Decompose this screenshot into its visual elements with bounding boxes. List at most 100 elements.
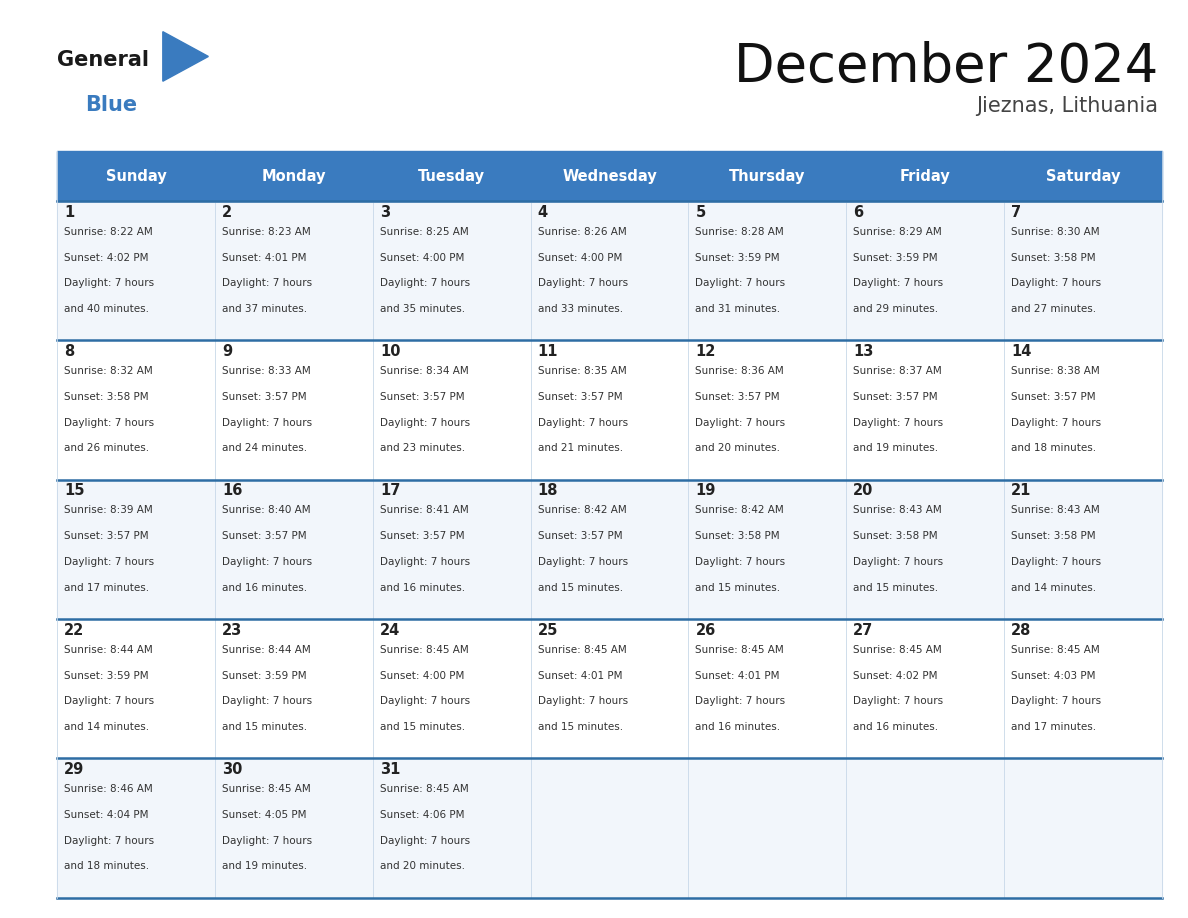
Text: Sunrise: 8:45 AM: Sunrise: 8:45 AM xyxy=(1011,644,1100,655)
Text: Sunrise: 8:43 AM: Sunrise: 8:43 AM xyxy=(853,506,942,515)
Text: Sunset: 4:02 PM: Sunset: 4:02 PM xyxy=(853,670,937,680)
Text: Daylight: 7 hours: Daylight: 7 hours xyxy=(380,278,470,288)
Text: Daylight: 7 hours: Daylight: 7 hours xyxy=(64,557,154,567)
Text: Sunrise: 8:32 AM: Sunrise: 8:32 AM xyxy=(64,366,153,376)
Text: Sunset: 3:57 PM: Sunset: 3:57 PM xyxy=(538,392,623,402)
Text: Daylight: 7 hours: Daylight: 7 hours xyxy=(853,418,943,428)
Text: Sunset: 3:58 PM: Sunset: 3:58 PM xyxy=(1011,532,1095,542)
Text: Wednesday: Wednesday xyxy=(562,169,657,184)
Text: and 26 minutes.: and 26 minutes. xyxy=(64,443,150,453)
Text: 21: 21 xyxy=(1011,484,1031,498)
Text: Daylight: 7 hours: Daylight: 7 hours xyxy=(695,278,785,288)
Text: Sunset: 3:58 PM: Sunset: 3:58 PM xyxy=(1011,252,1095,263)
Text: Sunset: 3:59 PM: Sunset: 3:59 PM xyxy=(222,670,307,680)
Text: 5: 5 xyxy=(695,205,706,219)
Text: 6: 6 xyxy=(853,205,864,219)
Polygon shape xyxy=(163,31,208,82)
Text: Sunset: 4:01 PM: Sunset: 4:01 PM xyxy=(222,252,307,263)
Text: Sunrise: 8:45 AM: Sunrise: 8:45 AM xyxy=(695,644,784,655)
Text: Daylight: 7 hours: Daylight: 7 hours xyxy=(538,557,627,567)
Text: Daylight: 7 hours: Daylight: 7 hours xyxy=(538,697,627,706)
Text: Saturday: Saturday xyxy=(1045,169,1120,184)
Text: and 18 minutes.: and 18 minutes. xyxy=(64,861,150,871)
Text: Daylight: 7 hours: Daylight: 7 hours xyxy=(853,697,943,706)
Text: and 19 minutes.: and 19 minutes. xyxy=(853,443,939,453)
Text: Daylight: 7 hours: Daylight: 7 hours xyxy=(1011,697,1101,706)
Text: and 15 minutes.: and 15 minutes. xyxy=(695,583,781,593)
Text: Daylight: 7 hours: Daylight: 7 hours xyxy=(538,418,627,428)
Text: 23: 23 xyxy=(222,622,242,638)
Text: and 15 minutes.: and 15 minutes. xyxy=(853,583,939,593)
Text: 4: 4 xyxy=(538,205,548,219)
Text: 20: 20 xyxy=(853,484,873,498)
Text: and 15 minutes.: and 15 minutes. xyxy=(538,722,623,733)
Text: Daylight: 7 hours: Daylight: 7 hours xyxy=(222,278,312,288)
Text: and 21 minutes.: and 21 minutes. xyxy=(538,443,623,453)
Text: and 20 minutes.: and 20 minutes. xyxy=(380,861,465,871)
Text: 13: 13 xyxy=(853,344,873,359)
Text: Sunrise: 8:42 AM: Sunrise: 8:42 AM xyxy=(538,506,626,515)
Text: Friday: Friday xyxy=(899,169,950,184)
Text: Sunset: 3:59 PM: Sunset: 3:59 PM xyxy=(695,252,781,263)
Text: and 23 minutes.: and 23 minutes. xyxy=(380,443,465,453)
Text: and 35 minutes.: and 35 minutes. xyxy=(380,304,465,314)
Text: 26: 26 xyxy=(695,622,715,638)
Text: and 15 minutes.: and 15 minutes. xyxy=(222,722,308,733)
Text: Sunrise: 8:38 AM: Sunrise: 8:38 AM xyxy=(1011,366,1100,376)
Text: Sunset: 3:57 PM: Sunset: 3:57 PM xyxy=(380,392,465,402)
Text: 18: 18 xyxy=(538,484,558,498)
Text: Sunset: 3:58 PM: Sunset: 3:58 PM xyxy=(853,532,939,542)
Text: Daylight: 7 hours: Daylight: 7 hours xyxy=(853,557,943,567)
Text: Sunset: 3:57 PM: Sunset: 3:57 PM xyxy=(538,532,623,542)
Text: Sunrise: 8:34 AM: Sunrise: 8:34 AM xyxy=(380,366,468,376)
Text: Sunset: 4:01 PM: Sunset: 4:01 PM xyxy=(695,670,781,680)
Text: Blue: Blue xyxy=(86,95,138,116)
Text: 3: 3 xyxy=(380,205,390,219)
Text: Thursday: Thursday xyxy=(729,169,805,184)
Text: Daylight: 7 hours: Daylight: 7 hours xyxy=(222,835,312,845)
Text: 30: 30 xyxy=(222,762,242,778)
Text: 1: 1 xyxy=(64,205,75,219)
Text: Daylight: 7 hours: Daylight: 7 hours xyxy=(380,418,470,428)
Text: 17: 17 xyxy=(380,484,400,498)
Text: Daylight: 7 hours: Daylight: 7 hours xyxy=(222,697,312,706)
Text: General: General xyxy=(57,50,148,71)
Text: Sunset: 4:00 PM: Sunset: 4:00 PM xyxy=(380,252,465,263)
Text: Daylight: 7 hours: Daylight: 7 hours xyxy=(380,835,470,845)
Text: Sunrise: 8:43 AM: Sunrise: 8:43 AM xyxy=(1011,506,1100,515)
Text: 28: 28 xyxy=(1011,622,1031,638)
Text: December 2024: December 2024 xyxy=(734,41,1158,94)
Text: Sunset: 3:57 PM: Sunset: 3:57 PM xyxy=(1011,392,1095,402)
Text: and 31 minutes.: and 31 minutes. xyxy=(695,304,781,314)
Text: 10: 10 xyxy=(380,344,400,359)
Text: Sunrise: 8:39 AM: Sunrise: 8:39 AM xyxy=(64,506,153,515)
Text: Sunrise: 8:42 AM: Sunrise: 8:42 AM xyxy=(695,506,784,515)
Text: Monday: Monday xyxy=(261,169,326,184)
Text: Sunset: 3:57 PM: Sunset: 3:57 PM xyxy=(380,532,465,542)
Text: and 40 minutes.: and 40 minutes. xyxy=(64,304,150,314)
Text: and 16 minutes.: and 16 minutes. xyxy=(695,722,781,733)
Text: Daylight: 7 hours: Daylight: 7 hours xyxy=(695,697,785,706)
Text: 14: 14 xyxy=(1011,344,1031,359)
Text: and 15 minutes.: and 15 minutes. xyxy=(538,583,623,593)
Text: Sunset: 4:05 PM: Sunset: 4:05 PM xyxy=(222,810,307,820)
Text: Sunrise: 8:45 AM: Sunrise: 8:45 AM xyxy=(222,784,311,794)
Text: Sunset: 4:00 PM: Sunset: 4:00 PM xyxy=(538,252,623,263)
Text: and 18 minutes.: and 18 minutes. xyxy=(1011,443,1097,453)
Text: and 37 minutes.: and 37 minutes. xyxy=(222,304,308,314)
Text: Sunrise: 8:44 AM: Sunrise: 8:44 AM xyxy=(222,644,311,655)
Text: Sunset: 3:57 PM: Sunset: 3:57 PM xyxy=(222,392,307,402)
Text: 7: 7 xyxy=(1011,205,1022,219)
Text: Tuesday: Tuesday xyxy=(418,169,485,184)
Text: Sunset: 3:58 PM: Sunset: 3:58 PM xyxy=(64,392,148,402)
Text: 15: 15 xyxy=(64,484,84,498)
Text: Daylight: 7 hours: Daylight: 7 hours xyxy=(1011,278,1101,288)
Text: Sunrise: 8:22 AM: Sunrise: 8:22 AM xyxy=(64,227,153,237)
Text: Daylight: 7 hours: Daylight: 7 hours xyxy=(853,278,943,288)
Text: Sunrise: 8:45 AM: Sunrise: 8:45 AM xyxy=(538,644,626,655)
Text: Daylight: 7 hours: Daylight: 7 hours xyxy=(695,557,785,567)
Text: Sunset: 4:03 PM: Sunset: 4:03 PM xyxy=(1011,670,1095,680)
Text: Sunrise: 8:45 AM: Sunrise: 8:45 AM xyxy=(380,784,468,794)
Text: Daylight: 7 hours: Daylight: 7 hours xyxy=(1011,557,1101,567)
Text: 31: 31 xyxy=(380,762,400,778)
